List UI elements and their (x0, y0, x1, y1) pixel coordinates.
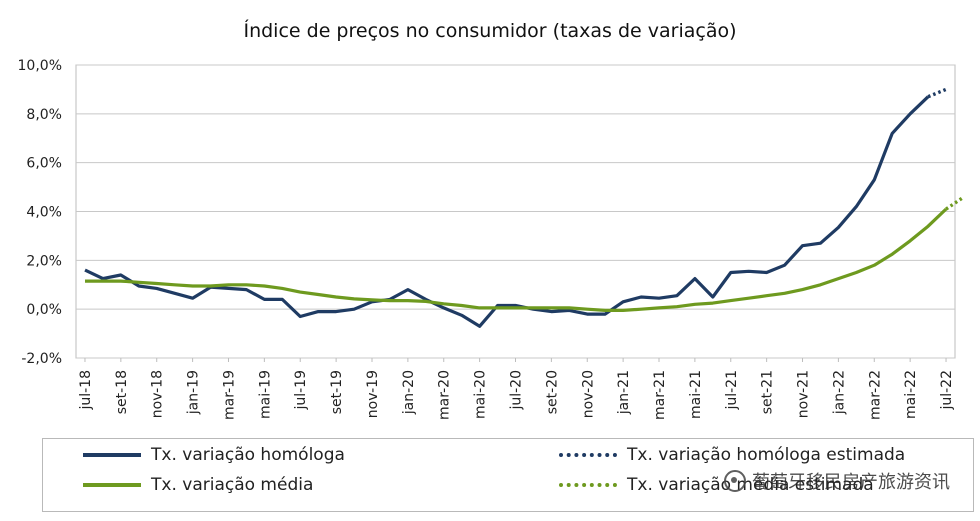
x-tick-label: jul-22 (939, 370, 955, 411)
legend-swatch-homologa (83, 453, 141, 457)
line-chart: -2,0% 0,0% 2,0% 4,0% 6,0% 8,0% 10,0% jul-18 set-… (18, 58, 965, 420)
x-tick-label: nov-21 (796, 370, 812, 418)
series-line-tx-varia-o-m-dia (85, 207, 948, 312)
y-tick-label: 8,0% (26, 107, 62, 123)
y-tick-label: 6,0% (26, 156, 62, 172)
legend-swatch-media (83, 483, 141, 487)
y-tick-label: 2,0% (26, 253, 62, 269)
legend-swatch-media-estimada (559, 483, 617, 487)
legend-swatch-homologa-estimada (559, 453, 617, 457)
y-tick-label: 10,0% (18, 58, 62, 74)
y-tick-label: 0,0% (26, 302, 62, 318)
x-tick-label: set-19 (329, 370, 345, 414)
x-tick-label: mai-19 (257, 370, 273, 419)
watermark: 葡萄牙移民房产旅游资讯 (724, 468, 950, 494)
x-tick-label: jul-20 (509, 370, 525, 411)
legend: Tx. variação homóloga Tx. variação homól… (42, 438, 974, 512)
x-tick-label: mar-22 (867, 370, 883, 420)
y-tick-label: -2,0% (21, 351, 62, 367)
x-tick-label: jul-21 (724, 370, 740, 411)
legend-label-homologa-estimada: Tx. variação homóloga estimada (627, 445, 906, 465)
legend-label-media-estimada: Tx. variação média estimada (627, 475, 874, 495)
x-tick-label: mai-21 (688, 370, 704, 419)
y-tick-label: 4,0% (26, 205, 62, 221)
x-tick-label: nov-19 (365, 370, 381, 418)
chart-title: Índice de preços no consumidor (taxas de… (243, 20, 737, 42)
series-layer (84, 87, 965, 328)
x-tick-label: mar-21 (652, 370, 668, 420)
x-tick-label: nov-20 (580, 370, 596, 418)
series-line-tx-varia-o-hom-loga-estimada (927, 87, 947, 99)
x-tick-label: jan-20 (401, 370, 417, 415)
x-tick-label: jul-18 (78, 370, 94, 411)
legend-label-homologa: Tx. variação homóloga (151, 445, 345, 465)
x-tick-label: set-21 (760, 370, 776, 414)
x-tick-label: jul-19 (293, 370, 309, 411)
series-line-tx-varia-o-hom-loga (84, 95, 930, 328)
x-tick-label: mar-19 (221, 370, 237, 420)
watermark-text: 葡萄牙移民房产旅游资讯 (752, 472, 950, 493)
legend-item-homologa-estimada: Tx. variação homóloga estimada (559, 445, 905, 465)
x-tick-label: set-20 (544, 370, 560, 414)
series-line-tx-varia-o-m-dia-estimada (945, 195, 965, 211)
grid-layer (75, 64, 956, 359)
x-tick-label: jan-19 (186, 370, 202, 415)
x-tick-label: jan-21 (616, 370, 632, 415)
x-tick-label: mai-22 (903, 370, 919, 419)
wechat-icon (724, 470, 746, 492)
x-tick-label: jan-22 (831, 370, 847, 415)
x-tick-label: set-18 (114, 370, 130, 414)
legend-item-homologa: Tx. variação homóloga (83, 445, 345, 465)
legend-item-media: Tx. variação média (83, 475, 313, 495)
legend-item-media-estimada: Tx. variação média estimada (559, 475, 874, 495)
x-tick-label: mar-20 (437, 370, 453, 420)
legend-label-media: Tx. variação média (151, 475, 314, 495)
x-tick-label: mai-20 (473, 370, 489, 419)
x-tick-label: nov-18 (150, 370, 166, 418)
axis-layer: -2,0% 0,0% 2,0% 4,0% 6,0% 8,0% 10,0% jul-18 set-… (18, 58, 956, 420)
